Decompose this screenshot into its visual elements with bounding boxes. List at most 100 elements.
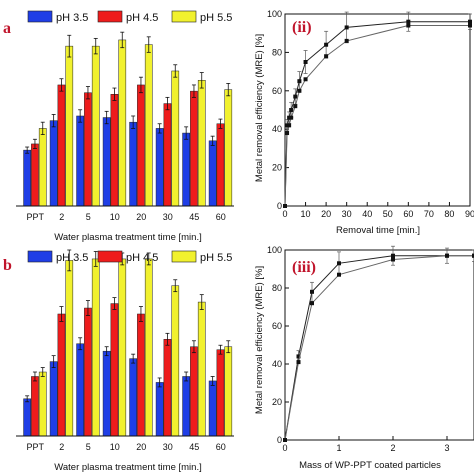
a-category-label: 45 (189, 212, 199, 222)
ii-x-tick-label: 0 (282, 209, 287, 219)
iii-y-tick-label: 60 (272, 321, 282, 331)
b-category-label: PPT (26, 442, 44, 452)
bar-chart-a: PPT 2 5 10 20 30 45 60 pH 3.5 pH 4.5 pH 5.5 (16, 10, 234, 222)
ii-y-tick-label: 40 (272, 124, 282, 134)
ii-data-point (293, 104, 298, 109)
panel-label-iii: (iii) (292, 259, 316, 276)
b-legend-label: pH 3.5 (56, 252, 88, 264)
ii-data-point (324, 42, 329, 47)
a-category-label: 60 (216, 212, 226, 222)
x-axis-label-b: Water plasma treatment time [min.] (54, 462, 201, 473)
iii-x-tick-label: 0 (282, 443, 287, 453)
a-bar-ph5.5-30 (171, 70, 180, 207)
a-legend-label: pH 3.5 (56, 12, 88, 24)
a-bar-ph5.5-45 (197, 80, 206, 207)
b-legend-swatch (97, 250, 123, 263)
line-chart-iii: 0 20 40 60 80 100 0 1 2 3 (267, 245, 474, 453)
iii-data-point (391, 257, 395, 262)
a-bar-ph4.5-ppt (31, 143, 39, 207)
a-legend-swatch (27, 10, 53, 23)
b-legend-swatch (27, 250, 53, 263)
ii-x-tick-label: 20 (321, 209, 331, 219)
a-legend-swatch (171, 10, 197, 23)
a-bar-ph5.5-10 (118, 39, 127, 207)
panel-label-b: b (3, 257, 12, 274)
a-bar-ph4.5-45 (190, 90, 198, 207)
ii-y-tick-label: 80 (272, 47, 282, 57)
a-bar-ph3.5-30 (155, 128, 164, 207)
a-bar-ph3.5-20 (129, 121, 138, 207)
a-bar-ph4.5-10 (110, 94, 119, 207)
b-category-label: 20 (136, 442, 146, 452)
a-category-label: PPT (26, 212, 44, 222)
b-bar-ph5.5-2 (65, 260, 74, 437)
b-category-label: 30 (163, 442, 173, 452)
ii-data-point (283, 204, 287, 208)
iii-data-point (310, 301, 314, 306)
bar-chart-b: PPT 2 5 10 20 30 45 60 pH 3.5 pH 4.5 pH 5.5 (16, 249, 234, 452)
b-bar-ph3.5-20 (129, 358, 138, 437)
iii-y-tick-label: 80 (272, 283, 282, 293)
iii-plot-frame (284, 249, 474, 441)
a-bar-ph4.5-20 (137, 84, 145, 207)
a-legend-label: pH 4.5 (126, 12, 158, 24)
b-bar-ph5.5-5 (91, 258, 100, 437)
ii-data-point (344, 25, 349, 30)
iii-y-tick-label: 40 (272, 359, 282, 369)
b-legend-swatch (171, 250, 197, 263)
iii-data-point (296, 360, 301, 365)
ii-y-tick-label: 60 (272, 86, 282, 96)
panel-label-ii: (ii) (292, 19, 312, 36)
ii-data-point (287, 115, 292, 120)
b-bar-ph4.5-20 (137, 313, 145, 437)
b-category-label: 45 (189, 442, 199, 452)
iii-x-tick-label: 3 (444, 443, 449, 453)
iii-data-point (283, 438, 287, 442)
iii-data-point (310, 289, 314, 294)
a-bar-ph3.5-5 (76, 115, 85, 207)
a-bar-ph5.5-5 (91, 45, 100, 207)
iii-y-tick-label: 100 (267, 245, 282, 255)
iii-data-point (337, 261, 341, 266)
b-bar-ph4.5-10 (110, 303, 119, 437)
iii-data-point (296, 354, 301, 359)
iii-x-tick-label: 2 (390, 443, 395, 453)
ii-x-tick-label: 70 (424, 209, 434, 219)
a-legend-swatch (97, 10, 123, 23)
a-category-label: 2 (59, 212, 64, 222)
ii-plot-frame (284, 13, 471, 207)
ii-x-tick-label: 60 (403, 209, 413, 219)
b-bar-ph3.5-30 (155, 382, 164, 437)
a-bar-ph4.5-2 (57, 84, 66, 207)
b-bar-ph4.5-2 (57, 313, 66, 437)
b-bar-ph3.5-ppt (23, 398, 31, 437)
a-bar-ph3.5-45 (182, 132, 191, 207)
b-bar-ph4.5-5 (84, 307, 92, 437)
ii-data-point (303, 77, 308, 82)
ii-data-point (297, 79, 302, 84)
a-bar-ph4.5-5 (84, 92, 92, 207)
iii-data-point (472, 253, 474, 258)
iii-y-tick-label: 20 (272, 397, 282, 407)
ii-data-point (324, 54, 329, 59)
ii-data-point (406, 19, 411, 24)
a-category-label: 30 (163, 212, 173, 222)
ii-x-tick-label: 40 (362, 209, 372, 219)
b-bar-ph4.5-45 (190, 346, 198, 437)
b-category-label: 10 (110, 442, 120, 452)
y-axis-label-ii: Metal removal efficiency (MRE) [%] (254, 34, 265, 182)
a-bar-ph3.5-10 (102, 117, 111, 207)
iii-data-point (445, 253, 449, 258)
b-bar-ph3.5-5 (76, 343, 85, 437)
b-bar-ph5.5-45 (197, 301, 206, 437)
ii-x-tick-label: 30 (342, 209, 352, 219)
ii-x-tick-label: 50 (383, 209, 393, 219)
iii-y-tick-label: 0 (277, 435, 282, 445)
ii-data-point (293, 94, 298, 99)
a-bar-ph4.5-60 (216, 123, 225, 207)
line-chart-ii: 0 20 40 60 80 100 0 10 20 30 40 50 60 70 80 90 (267, 9, 474, 219)
b-bar-ph4.5-ppt (31, 376, 39, 437)
ii-data-point (297, 88, 302, 93)
ii-data-point (289, 115, 294, 120)
